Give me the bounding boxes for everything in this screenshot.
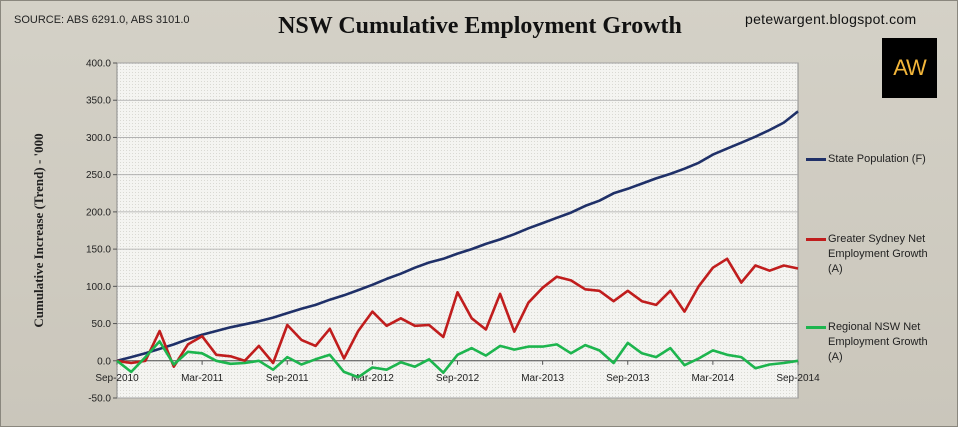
x-tick-label: Sep-2010 (95, 373, 139, 384)
y-tick-label: 50.0 (92, 319, 112, 330)
y-axis-label: Cumulative Increase (Trend) - '000 (31, 133, 46, 327)
source-note: SOURCE: ABS 6291.0, ABS 3101.0 (14, 14, 190, 26)
blog-url: petewargent.blogspot.com (745, 11, 917, 27)
y-tick-label: 300.0 (86, 133, 111, 144)
legend-swatch (806, 158, 826, 161)
legend-label: State Population (F) (828, 153, 926, 165)
y-tick-label: 200.0 (86, 207, 111, 218)
aw-logo: AW (882, 38, 937, 98)
y-tick-label: 0.0 (97, 356, 111, 367)
series-line-2 (116, 257, 799, 368)
x-tick-label: Sep-2014 (776, 373, 820, 384)
y-tick-label: 150.0 (86, 245, 111, 256)
x-tick-label: Sep-2011 (266, 373, 309, 384)
x-tick-label: Mar-2013 (521, 373, 564, 384)
legend-label: Regional NSW Net Employment Growth (A) (828, 321, 928, 363)
legend-label: Greater Sydney Net Employment Growth (A) (828, 233, 928, 275)
legend-swatch (806, 238, 826, 241)
y-tick-label: -50.0 (88, 394, 111, 405)
x-tick-label: Sep-2012 (436, 373, 480, 384)
x-tick-label: Sep-2013 (606, 373, 650, 384)
y-tick-label: 250.0 (86, 170, 111, 181)
x-tick-label: Mar-2012 (351, 373, 394, 384)
y-tick-label: 350.0 (86, 96, 111, 107)
chart-title: NSW Cumulative Employment Growth (278, 13, 682, 39)
legend-swatch (806, 326, 826, 329)
plot-area (116, 62, 799, 399)
series-line-1 (116, 110, 799, 363)
x-tick-label: Mar-2014 (691, 373, 734, 384)
x-tick-label: Mar-2011 (181, 373, 223, 384)
series-line-3 (116, 340, 799, 379)
y-tick-label: 400.0 (86, 59, 111, 70)
y-tick-label: 100.0 (86, 282, 111, 293)
